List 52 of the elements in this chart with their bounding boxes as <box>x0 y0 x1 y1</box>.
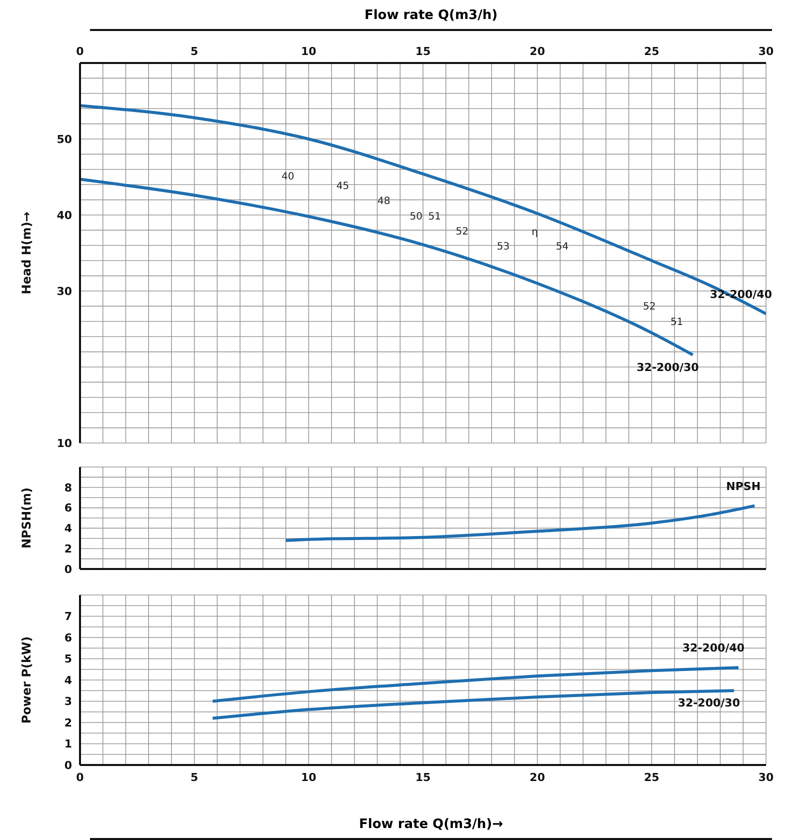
y-tick-label: 0 <box>64 758 72 772</box>
y-axis-title: Power P(kW) <box>19 636 34 724</box>
y-tick-label: 7 <box>64 610 72 624</box>
line-series <box>284 504 756 542</box>
x-tick-label: 20 <box>530 45 546 58</box>
x-tick-label: 30 <box>758 770 774 784</box>
annotation: 51 <box>670 316 684 328</box>
x-tick-label: 25 <box>644 770 660 784</box>
x-tick-label: 15 <box>415 770 431 784</box>
x-tick-label: 25 <box>644 45 660 58</box>
annotation: 50 <box>410 211 423 222</box>
y-tick-label: 6 <box>64 502 72 515</box>
y-tick-label: 1 <box>64 738 72 751</box>
y-tick-label: 6 <box>64 631 72 644</box>
x-tick-label: 0 <box>76 45 84 58</box>
annotation: 52 <box>643 302 656 313</box>
y-tick-label: 2 <box>64 716 72 730</box>
y-tick-label: 30 <box>56 284 72 298</box>
y-tick-label: 10 <box>56 436 72 450</box>
y-tick-label: 2 <box>64 542 72 556</box>
series-label: NPSH <box>726 480 761 493</box>
annotation: 45 <box>336 180 350 192</box>
y-tick-label: 8 <box>64 481 72 494</box>
annotation: η <box>532 227 538 238</box>
series-label: 32-200/40 <box>682 642 745 655</box>
x-tick-label: 30 <box>758 45 774 58</box>
y-tick-label: 5 <box>64 652 72 666</box>
x-axis-title: Flow rate Q(m3/h) <box>90 8 772 31</box>
y-tick-label: 4 <box>64 522 72 536</box>
y-axis-title: Head H(m)→ <box>19 212 34 294</box>
x-tick-label: 5 <box>190 45 198 58</box>
annotation: 52 <box>456 226 468 238</box>
y-tick-label: 4 <box>64 674 72 687</box>
annotation: 54 <box>556 242 569 253</box>
y-tick-label: 40 <box>56 208 72 222</box>
x-tick-label: 5 <box>190 770 198 784</box>
x-tick-label: 15 <box>415 45 431 58</box>
annotation: 40 <box>281 172 294 183</box>
x-axis-title: Flow rate Q(m3/h)→ <box>90 817 772 840</box>
y-axis-title: NPSH(m) <box>19 488 34 548</box>
y-tick-label: 50 <box>56 132 72 146</box>
series-label: 32-200/30 <box>678 696 740 710</box>
annotation: 51 <box>428 211 442 222</box>
y-tick-label: 3 <box>64 695 72 708</box>
annotation: 53 <box>496 242 510 253</box>
series-label: 32-200/30 <box>636 360 700 374</box>
y-tick-label: 0 <box>64 562 72 576</box>
x-tick-label: 20 <box>530 770 546 784</box>
annotation: 48 <box>378 196 390 208</box>
x-tick-label: 10 <box>301 45 317 58</box>
x-tick-label: 10 <box>301 770 317 784</box>
x-tick-label: 0 <box>76 770 84 784</box>
